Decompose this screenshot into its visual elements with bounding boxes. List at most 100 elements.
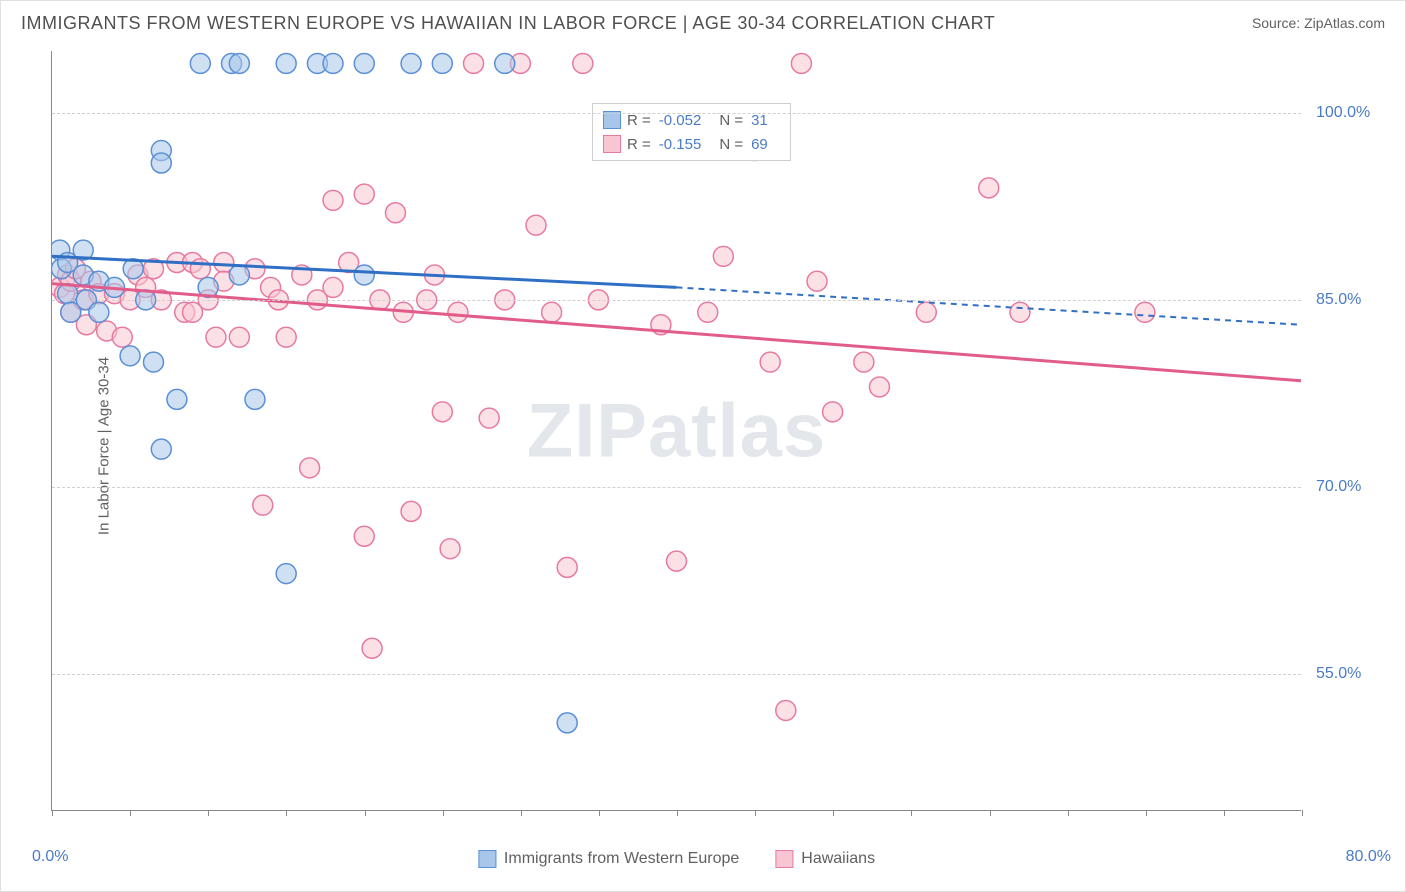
legend-row-pink: R = -0.155 N = 69 <box>603 132 780 156</box>
plot-area: ZIPatlas R = -0.052 N = 31 R = -0.155 N … <box>51 51 1301 811</box>
scatter-point <box>362 638 382 658</box>
scatter-point <box>791 53 811 73</box>
scatter-point <box>464 53 484 73</box>
scatter-point <box>167 389 187 409</box>
scatter-point <box>112 327 132 347</box>
scatter-point <box>253 495 273 515</box>
scatter-point <box>229 265 249 285</box>
gridline-h <box>52 300 1301 301</box>
chart-svg <box>52 51 1301 810</box>
x-tick <box>677 810 678 816</box>
scatter-point <box>276 564 296 584</box>
correlation-legend: R = -0.052 N = 31 R = -0.155 N = 69 <box>592 103 791 161</box>
scatter-point <box>354 526 374 546</box>
scatter-point <box>667 551 687 571</box>
scatter-point <box>354 184 374 204</box>
chart-title: IMMIGRANTS FROM WESTERN EUROPE VS HAWAII… <box>21 13 995 34</box>
x-tick <box>990 810 991 816</box>
scatter-point <box>432 402 452 422</box>
scatter-point <box>276 53 296 73</box>
x-tick <box>1068 810 1069 816</box>
scatter-point <box>823 402 843 422</box>
scatter-point <box>869 377 889 397</box>
legend-swatch-blue <box>478 850 496 868</box>
x-tick <box>1224 810 1225 816</box>
x-tick <box>755 810 756 816</box>
x-tick <box>521 810 522 816</box>
gridline-h <box>52 674 1301 675</box>
legend-swatch-pink <box>603 135 621 153</box>
scatter-point <box>229 327 249 347</box>
scatter-point <box>151 153 171 173</box>
x-tick <box>286 810 287 816</box>
y-tick-label: 100.0% <box>1316 104 1396 122</box>
gridline-h <box>52 487 1301 488</box>
scatter-point <box>573 53 593 73</box>
scatter-point <box>151 439 171 459</box>
legend-swatch-pink <box>775 850 793 868</box>
scatter-point <box>557 557 577 577</box>
gridline-h <box>52 113 1301 114</box>
x-tick <box>130 810 131 816</box>
scatter-point <box>120 346 140 366</box>
scatter-point <box>479 408 499 428</box>
regression-line <box>677 287 1302 324</box>
scatter-point <box>776 700 796 720</box>
y-tick-label: 85.0% <box>1316 291 1396 309</box>
x-tick <box>52 810 53 816</box>
x-tick <box>365 810 366 816</box>
scatter-point <box>354 53 374 73</box>
scatter-point <box>1135 302 1155 322</box>
scatter-point <box>526 215 546 235</box>
scatter-point <box>143 352 163 372</box>
scatter-point <box>542 302 562 322</box>
scatter-point <box>760 352 780 372</box>
r-label: R = <box>627 136 651 153</box>
scatter-point <box>401 501 421 521</box>
legend-item-pink: Hawaiians <box>775 850 875 868</box>
scatter-point <box>854 352 874 372</box>
scatter-point <box>713 246 733 266</box>
n-value-pink: 69 <box>751 136 768 153</box>
y-tick-label: 55.0% <box>1316 665 1396 683</box>
scatter-point <box>323 53 343 73</box>
scatter-point <box>89 302 109 322</box>
scatter-point <box>300 458 320 478</box>
scatter-point <box>916 302 936 322</box>
legend-label-blue: Immigrants from Western Europe <box>504 850 739 868</box>
y-tick-label: 70.0% <box>1316 478 1396 496</box>
x-tick <box>911 810 912 816</box>
legend-label-pink: Hawaiians <box>801 850 875 868</box>
scatter-point <box>448 302 468 322</box>
x-tick <box>1146 810 1147 816</box>
n-label: N = <box>719 136 743 153</box>
scatter-point <box>206 327 226 347</box>
scatter-point <box>807 271 827 291</box>
scatter-point <box>323 190 343 210</box>
x-tick <box>1302 810 1303 816</box>
scatter-point <box>190 53 210 73</box>
scatter-point <box>245 389 265 409</box>
bottom-legend: Immigrants from Western Europe Hawaiians <box>478 850 875 868</box>
scatter-point <box>495 53 515 73</box>
scatter-point <box>440 539 460 559</box>
legend-item-blue: Immigrants from Western Europe <box>478 850 739 868</box>
x-tick-label-max: 80.0% <box>1346 848 1391 866</box>
x-tick <box>599 810 600 816</box>
scatter-point <box>354 265 374 285</box>
scatter-point <box>557 713 577 733</box>
scatter-point <box>385 203 405 223</box>
scatter-point <box>432 53 452 73</box>
x-tick <box>443 810 444 816</box>
scatter-point <box>323 277 343 297</box>
legend-row-blue: R = -0.052 N = 31 <box>603 108 780 132</box>
x-tick <box>208 810 209 816</box>
scatter-point <box>1010 302 1030 322</box>
scatter-point <box>979 178 999 198</box>
chart-container: IMMIGRANTS FROM WESTERN EUROPE VS HAWAII… <box>0 0 1406 892</box>
scatter-point <box>229 53 249 73</box>
scatter-point <box>276 327 296 347</box>
x-tick <box>833 810 834 816</box>
scatter-point <box>401 53 421 73</box>
scatter-point <box>190 259 210 279</box>
